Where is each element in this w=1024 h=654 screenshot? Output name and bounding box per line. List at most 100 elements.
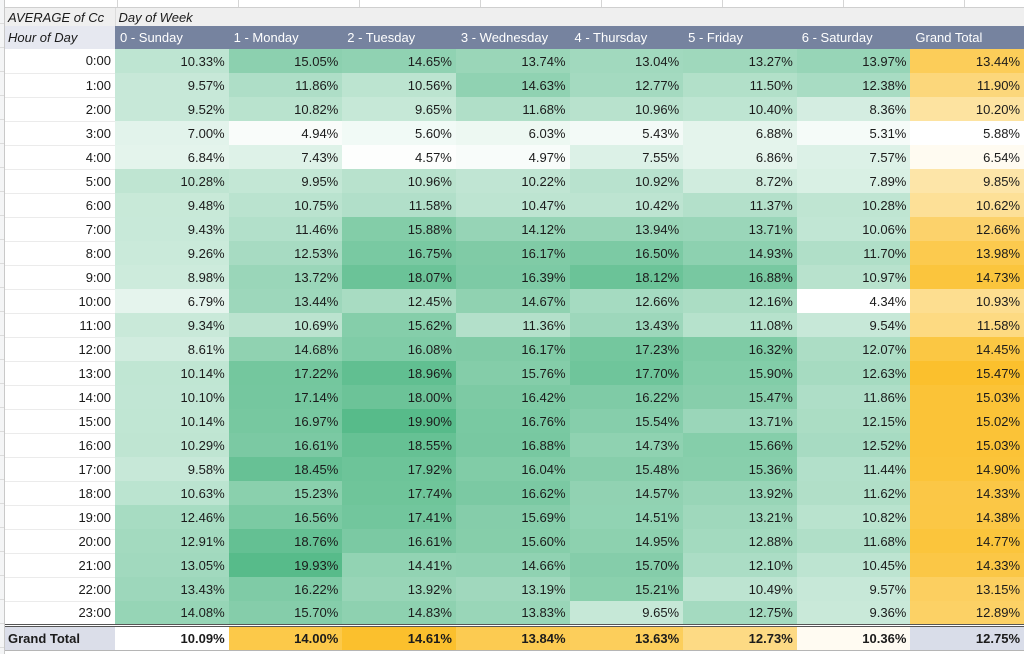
row-total-cell[interactable]: 10.20% [910,97,1024,121]
day-value-cell[interactable]: 9.65% [569,601,684,625]
day-value-cell[interactable]: 10.06% [796,217,911,241]
pivot-values-title-cell[interactable]: AVERAGE of Cc [5,8,116,26]
day-value-cell[interactable]: 16.22% [569,385,684,409]
day-value-cell[interactable]: 9.65% [342,97,456,121]
day-value-cell[interactable]: 13.27% [683,49,797,73]
day-value-cell[interactable]: 9.43% [115,217,229,241]
day-value-cell[interactable]: 10.14% [115,409,229,433]
day-value-cell[interactable]: 4.97% [455,145,570,169]
day-value-cell[interactable]: 15.60% [455,529,570,553]
day-value-cell[interactable]: 4.34% [796,289,911,313]
day-value-cell[interactable]: 17.14% [228,385,343,409]
day-value-cell[interactable]: 4.94% [228,121,343,145]
day-value-cell[interactable]: 11.68% [455,97,570,121]
day-value-cell[interactable]: 11.86% [228,73,343,97]
hour-label-cell[interactable]: 5:00 [5,169,115,194]
day-value-cell[interactable]: 14.65% [342,49,456,73]
day-value-cell[interactable]: 16.22% [228,577,343,601]
day-value-cell[interactable]: 12.75% [683,601,797,625]
day-value-cell[interactable]: 18.76% [228,529,343,553]
day-value-cell[interactable]: 6.84% [115,145,229,169]
day-value-cell[interactable]: 12.46% [115,505,229,529]
row-total-cell[interactable]: 15.03% [910,433,1024,457]
day-value-cell[interactable]: 9.36% [796,601,911,625]
day-value-cell[interactable]: 13.94% [569,217,684,241]
day-value-cell[interactable]: 16.04% [455,457,570,481]
day-value-cell[interactable]: 18.12% [569,265,684,289]
day-value-cell[interactable]: 15.66% [683,433,797,457]
day-value-cell[interactable]: 6.88% [683,121,797,145]
day-value-cell[interactable]: 12.88% [683,529,797,553]
day-value-cell[interactable]: 16.61% [342,529,456,553]
day-value-cell[interactable]: 9.95% [228,169,343,193]
hour-label-cell[interactable]: 15:00 [5,409,115,434]
day-value-cell[interactable]: 9.54% [796,313,911,337]
col-header-tuesday[interactable]: 2 - Tuesday [342,26,456,49]
day-value-cell[interactable]: 10.63% [115,481,229,505]
day-value-cell[interactable]: 12.10% [683,553,797,577]
col-header-sunday[interactable]: 0 - Sunday [115,26,229,49]
day-value-cell[interactable]: 14.57% [569,481,684,505]
day-value-cell[interactable]: 11.08% [683,313,797,337]
day-value-cell[interactable]: 15.21% [569,577,684,601]
row-total-cell[interactable]: 14.73% [910,265,1024,289]
day-value-cell[interactable]: 9.58% [115,457,229,481]
day-value-cell[interactable]: 16.32% [683,337,797,361]
col-header-friday[interactable]: 5 - Friday [683,26,797,49]
day-value-cell[interactable]: 18.55% [342,433,456,457]
day-value-cell[interactable]: 13.43% [569,313,684,337]
day-value-cell[interactable]: 10.96% [342,169,456,193]
day-value-cell[interactable]: 15.48% [569,457,684,481]
hour-label-cell[interactable]: 2:00 [5,97,115,122]
day-value-cell[interactable]: 9.57% [115,73,229,97]
row-total-cell[interactable]: 15.03% [910,385,1024,409]
day-value-cell[interactable]: 12.38% [796,73,911,97]
day-value-cell[interactable]: 5.31% [796,121,911,145]
day-value-cell[interactable]: 12.77% [569,73,684,97]
hour-label-cell[interactable]: 23:00 [5,601,115,626]
day-value-cell[interactable]: 13.92% [683,481,797,505]
day-value-cell[interactable]: 15.90% [683,361,797,385]
day-value-cell[interactable]: 14.08% [115,601,229,625]
day-value-cell[interactable]: 10.40% [683,97,797,121]
day-value-cell[interactable]: 16.17% [455,337,570,361]
row-total-cell[interactable]: 14.33% [910,553,1024,577]
pivot-columns-title-cell[interactable]: Day of Week [115,8,1024,26]
day-value-cell[interactable]: 13.92% [342,577,456,601]
col-header-thursday[interactable]: 4 - Thursday [569,26,684,49]
col-header-monday[interactable]: 1 - Monday [228,26,343,49]
day-value-cell[interactable]: 10.47% [455,193,570,217]
day-value-cell[interactable]: 12.15% [796,409,911,433]
hour-label-cell[interactable]: 6:00 [5,193,115,218]
day-value-cell[interactable]: 10.97% [796,265,911,289]
day-value-cell[interactable]: 13.71% [683,409,797,433]
day-value-cell[interactable]: 16.75% [342,241,456,265]
day-value-cell[interactable]: 12.45% [342,289,456,313]
row-total-cell[interactable]: 14.90% [910,457,1024,481]
day-value-cell[interactable]: 15.62% [342,313,456,337]
day-value-cell[interactable]: 10.82% [796,505,911,529]
day-value-cell[interactable]: 11.50% [683,73,797,97]
day-value-cell[interactable]: 13.43% [115,577,229,601]
hour-label-cell[interactable]: 16:00 [5,433,115,458]
day-value-cell[interactable]: 13.21% [683,505,797,529]
day-value-cell[interactable]: 7.55% [569,145,684,169]
day-value-cell[interactable]: 12.66% [569,289,684,313]
day-value-cell[interactable]: 8.98% [115,265,229,289]
row-total-cell[interactable]: 13.15% [910,577,1024,601]
day-value-cell[interactable]: 15.69% [455,505,570,529]
day-value-cell[interactable]: 9.48% [115,193,229,217]
day-value-cell[interactable]: 10.45% [796,553,911,577]
hour-label-cell[interactable]: 17:00 [5,457,115,482]
col-header-wednesday[interactable]: 3 - Wednesday [455,26,570,49]
day-value-cell[interactable]: 10.56% [342,73,456,97]
day-value-cell[interactable]: 16.50% [569,241,684,265]
hour-label-cell[interactable]: 11:00 [5,313,115,338]
day-value-cell[interactable]: 7.00% [115,121,229,145]
day-value-cell[interactable]: 16.88% [455,433,570,457]
day-value-cell[interactable]: 10.10% [115,385,229,409]
day-value-cell[interactable]: 14.83% [342,601,456,625]
day-value-cell[interactable]: 11.46% [228,217,343,241]
grand-total-label-cell[interactable]: Grand Total [5,623,115,651]
row-total-cell[interactable]: 15.47% [910,361,1024,385]
